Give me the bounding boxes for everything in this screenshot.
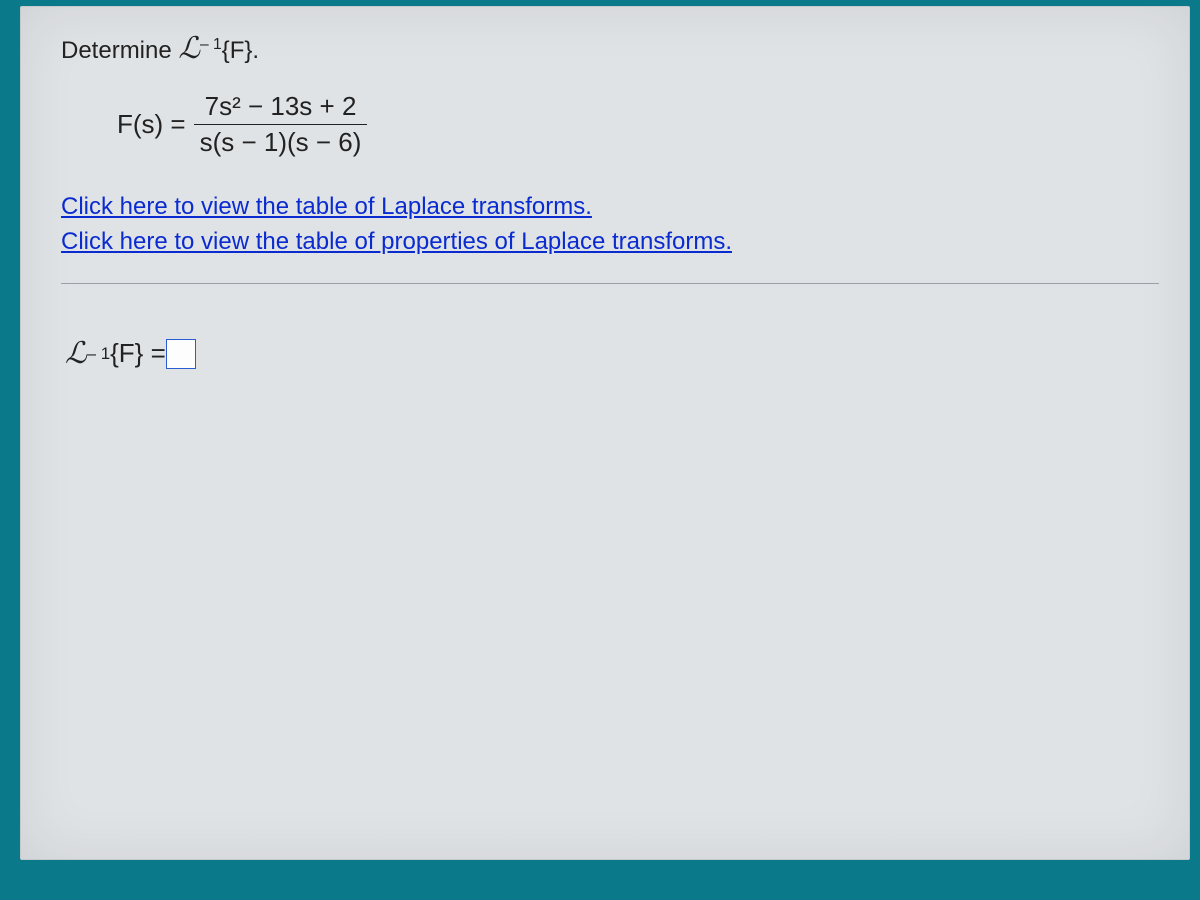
question-panel: Determine ℒ– 1{F}. F(s) = 7s² − 13s + 2 … [20,6,1190,860]
link-laplace-properties[interactable]: Click here to view the table of properti… [61,228,732,255]
equation-denominator: s(s − 1)(s − 6) [194,124,368,158]
exponent-neg1: – 1 [200,36,222,53]
equation-fraction: 7s² − 13s + 2 s(s − 1)(s − 6) [194,92,368,158]
prompt-lead: Determine [61,37,178,64]
equation-numerator: 7s² − 13s + 2 [194,92,368,124]
equation-line: F(s) = 7s² − 13s + 2 s(s − 1)(s − 6) [117,92,1159,158]
link-laplace-table[interactable]: Click here to view the table of Laplace … [61,193,592,220]
answer-line: ℒ– 1{F} = [65,336,1159,371]
script-L: ℒ [178,32,200,65]
script-L-answer: ℒ [65,336,87,371]
answer-arg: {F} = [110,338,166,369]
equation-lhs: F(s) = [117,109,186,140]
divider [61,283,1159,284]
exponent-neg1-answer: – 1 [87,344,110,364]
prompt-line: Determine ℒ– 1{F}. [61,31,1159,66]
prompt-arg: {F}. [222,37,259,64]
answer-input[interactable] [166,339,196,369]
help-links: Click here to view the table of Laplace … [61,190,1159,260]
